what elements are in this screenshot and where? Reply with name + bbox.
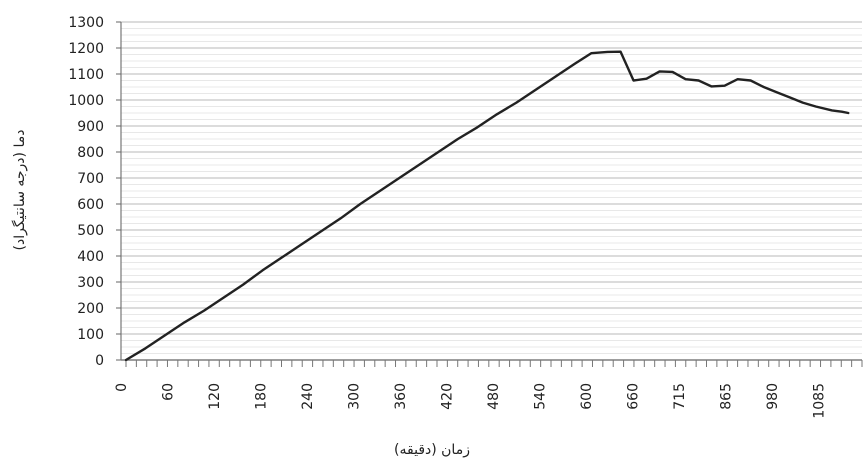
x-tick-label: 420 [440, 383, 456, 410]
y-tick-label: 300 [77, 275, 104, 291]
x-tick-label: 660 [626, 383, 642, 410]
y-tick-label: 1100 [68, 67, 104, 83]
y-tick-label: 900 [77, 119, 104, 135]
x-tick-label: 1085 [812, 383, 828, 419]
x-tick-label: 60 [161, 383, 177, 401]
x-axis-title: زمان (دقیقه) [394, 442, 470, 458]
x-tick-label: 300 [347, 383, 363, 410]
y-tick-label: 500 [77, 223, 104, 239]
minor-grid-layer [121, 28, 862, 354]
axis-layer [120, 22, 862, 361]
y-tick-label: 600 [77, 197, 104, 213]
y-tick-label: 200 [77, 301, 104, 317]
x-tick-label: 600 [579, 383, 595, 410]
x-tick-label: 540 [533, 383, 549, 410]
x-tick-label: 120 [207, 383, 223, 410]
y-tick-label: 400 [77, 249, 104, 265]
tick-layer: 0100200300400500600700800900100011001200… [68, 15, 863, 419]
x-tick-label: 240 [300, 383, 316, 410]
y-tick-label: 800 [77, 145, 104, 161]
x-tick-label: 480 [486, 383, 502, 410]
x-tick-label: 360 [393, 383, 409, 410]
y-tick-label: 1200 [68, 41, 104, 57]
y-tick-label: 700 [77, 171, 104, 187]
temperature-series-line-0 [124, 50, 850, 362]
x-tick-label: 865 [719, 383, 735, 410]
x-tick-label: 180 [254, 383, 270, 410]
y-tick-label: 100 [77, 327, 104, 343]
x-tick-label: 0 [114, 383, 130, 392]
x-tick-label: 980 [765, 383, 781, 410]
y-tick-label: 1000 [68, 93, 104, 109]
x-tick-label: 715 [672, 383, 688, 410]
data-layer [124, 50, 850, 362]
major-grid-layer [121, 21, 862, 361]
y-axis-title: دما (درجه سانتیگراد) [12, 129, 28, 251]
y-tick-label: 1300 [68, 15, 104, 31]
y-tick-label: 0 [95, 353, 104, 369]
